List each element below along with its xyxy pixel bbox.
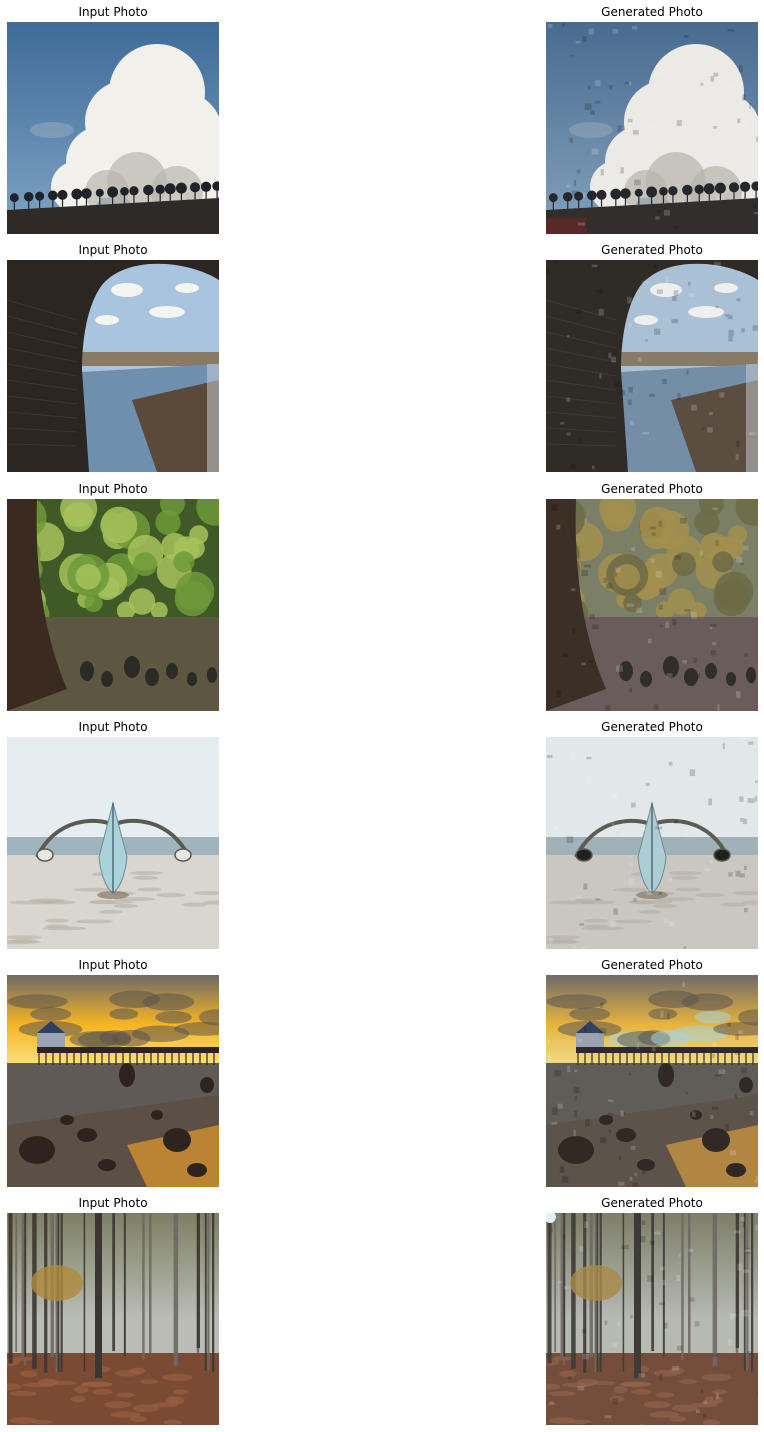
input-photo-3 (7, 499, 219, 711)
input-title-1: Input Photo (7, 3, 219, 21)
input-photo-2 (7, 260, 219, 472)
autumn-foliage (31, 1265, 83, 1301)
pillar-edge (207, 364, 219, 472)
generated-photo-2 (546, 260, 758, 472)
input-photo-5 (7, 975, 219, 1187)
generated-title-2: Generated Photo (546, 241, 758, 259)
input-photo-6 (7, 1213, 219, 1425)
generated-title-1: Generated Photo (546, 3, 758, 21)
far-field (606, 352, 758, 366)
input-photo-4 (7, 737, 219, 949)
input-title-4: Input Photo (7, 718, 219, 736)
generated-photo-4 (546, 737, 758, 949)
input-photo-1 (7, 22, 219, 234)
main-trunk (95, 1213, 102, 1378)
artifact (546, 218, 586, 234)
small-cloud (30, 122, 74, 138)
small-cloud (569, 122, 613, 138)
generated-title-4: Generated Photo (546, 718, 758, 736)
input-title-6: Input Photo (7, 1194, 219, 1212)
far-field (67, 352, 219, 366)
input-title-2: Input Photo (7, 241, 219, 259)
boat-shadow (97, 891, 129, 899)
generated-photo-5 (546, 975, 758, 1187)
generated-photo-3 (546, 499, 758, 711)
input-title-5: Input Photo (7, 956, 219, 974)
generated-title-5: Generated Photo (546, 956, 758, 974)
input-title-3: Input Photo (7, 480, 219, 498)
generated-photo-6 (546, 1213, 758, 1425)
main-trunk (634, 1213, 641, 1378)
generated-photo-1 (546, 22, 758, 234)
pillar-edge (746, 364, 758, 472)
generated-title-3: Generated Photo (546, 480, 758, 498)
generated-title-6: Generated Photo (546, 1194, 758, 1212)
autumn-foliage (570, 1265, 622, 1301)
